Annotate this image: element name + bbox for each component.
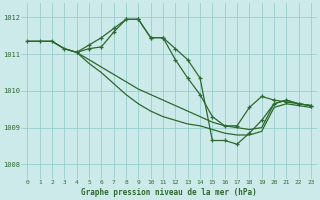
X-axis label: Graphe pression niveau de la mer (hPa): Graphe pression niveau de la mer (hPa)	[81, 188, 257, 197]
